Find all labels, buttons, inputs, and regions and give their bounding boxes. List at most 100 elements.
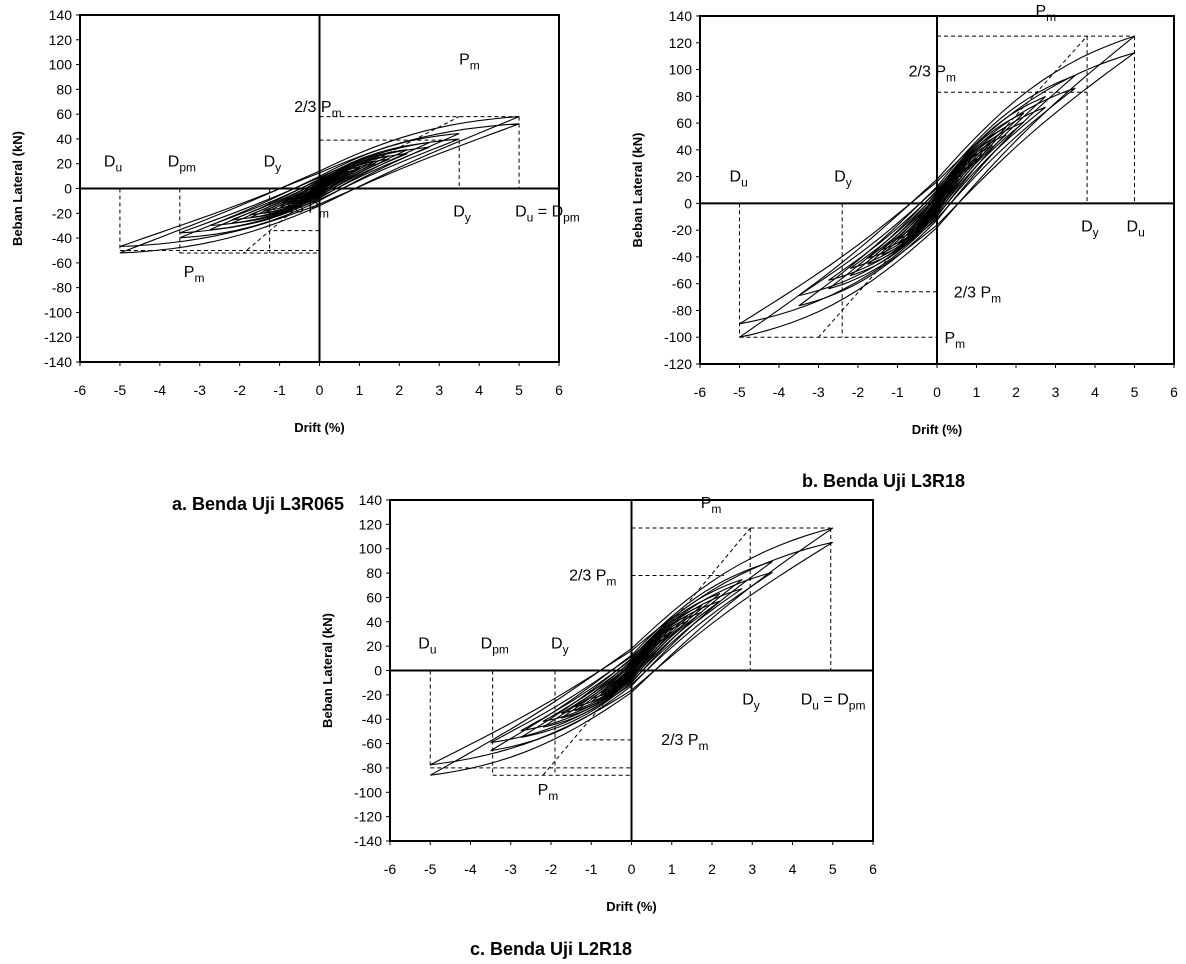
annotation-dy-pos: Dy <box>1081 218 1099 239</box>
x-tick-label: 6 <box>555 382 563 398</box>
y-tick-label: 0 <box>64 181 72 197</box>
y-tick-label: 140 <box>669 8 693 24</box>
x-tick-label: -2 <box>852 384 865 400</box>
y-tick-label: 140 <box>359 492 383 508</box>
hysteresis-loop-repeat <box>798 87 1076 297</box>
annotation-pm-pos: Pm <box>1036 3 1057 24</box>
hysteresis-loop <box>119 116 520 254</box>
y-tick-label: -60 <box>52 255 72 271</box>
annotation-dy-neg: Dy <box>834 168 852 189</box>
hysteresis-loop-repeat <box>231 153 408 221</box>
guide-line <box>631 527 751 671</box>
guide-line <box>542 670 632 776</box>
annotation-du-pos: Du = Dpm <box>801 692 866 713</box>
annotation-dy-neg: Dy <box>551 636 569 657</box>
x-axis-title: Drift (%) <box>294 420 345 435</box>
hysteresis-loop-repeat <box>249 158 390 216</box>
y-tick-label: 120 <box>49 32 73 48</box>
y-tick-label: -60 <box>672 276 692 292</box>
caption-chart-c: c. Benda Uji L2R18 <box>470 939 632 959</box>
x-tick-label: -3 <box>505 861 518 877</box>
annotation-dpm-neg: Dpm <box>168 154 196 175</box>
y-tick-label: -20 <box>672 222 692 238</box>
y-tick-label: -40 <box>52 230 72 246</box>
y-tick-label: -120 <box>354 809 382 825</box>
y-tick-label: 80 <box>366 565 382 581</box>
y-tick-label: -20 <box>52 205 72 221</box>
x-tick-label: 3 <box>435 382 443 398</box>
x-tick-label: 5 <box>1131 384 1139 400</box>
guide-line <box>936 35 1088 204</box>
x-tick-label: -2 <box>545 861 558 877</box>
x-tick-label: 0 <box>316 382 324 398</box>
annotation-pm-pos: Pm <box>701 495 722 516</box>
y-axis-title: Beban Lateral (kN) <box>10 131 25 246</box>
y-tick-label: 20 <box>366 638 382 654</box>
annotation-two-third-pos: 2/3 Pm <box>909 63 956 84</box>
x-tick-label: 6 <box>869 861 877 877</box>
x-tick-label: 2 <box>708 861 716 877</box>
annotation-du-neg: Du <box>730 168 748 189</box>
x-tick-label: -5 <box>733 384 746 400</box>
x-tick-label: 1 <box>668 861 676 877</box>
annotation-du-pos: Du <box>1127 218 1145 239</box>
y-tick-label: -120 <box>44 329 72 345</box>
annotation-dy-pos: Dy <box>742 692 760 713</box>
annotation-two-third-neg: 2/3 Pm <box>954 285 1001 306</box>
y-tick-label: -80 <box>52 280 72 296</box>
hysteresis-loop-repeat <box>209 146 430 227</box>
y-tick-label: -100 <box>664 329 692 345</box>
guide-line <box>319 116 460 189</box>
annotation-du-neg: Du <box>104 154 122 175</box>
hysteresis-loop <box>179 132 460 239</box>
y-tick-label: 140 <box>49 7 73 23</box>
caption-chart-b: b. Benda Uji L3R18 <box>802 471 965 491</box>
x-tick-label: -5 <box>114 382 127 398</box>
y-tick-label: 60 <box>56 106 72 122</box>
y-tick-label: 80 <box>676 88 692 104</box>
hysteresis-loop-repeat <box>490 571 773 744</box>
x-tick-label: -4 <box>773 384 786 400</box>
x-tick-label: 0 <box>933 384 941 400</box>
guide-line <box>818 203 938 338</box>
caption-chart-a: a. Benda Uji L3R065 <box>172 494 344 514</box>
annotation-du-neg: Du <box>418 636 436 657</box>
x-axis-title: Drift (%) <box>606 899 657 914</box>
hysteresis-loop-repeat <box>867 134 1007 259</box>
x-tick-label: -3 <box>812 384 825 400</box>
x-tick-label: 1 <box>356 382 364 398</box>
x-tick-label: -6 <box>384 861 397 877</box>
y-tick-label: -140 <box>44 354 72 370</box>
chart-l3r18: 140120100806040200-20-40-60-80-100-120-6… <box>630 3 1178 437</box>
hysteresis-loop-repeat <box>179 138 460 234</box>
annotation-two-third-neg: 2/3 Pm <box>282 200 329 221</box>
chart-l2r18: 140120100806040200-20-40-60-80-100-120-1… <box>320 492 877 914</box>
x-tick-label: 2 <box>395 382 403 398</box>
x-tick-label: 4 <box>1091 384 1099 400</box>
y-tick-label: -20 <box>362 687 382 703</box>
annotation-pm-neg: Pm <box>538 782 559 803</box>
hysteresis-loop-repeat <box>574 620 689 708</box>
annotation-pm-neg: Pm <box>945 330 966 351</box>
x-tick-label: -1 <box>273 382 286 398</box>
x-tick-label: 3 <box>748 861 756 877</box>
x-tick-label: -4 <box>154 382 167 398</box>
annotation-dy-neg: Dy <box>264 154 282 175</box>
chart-l3r065: 140120100806040200-20-40-60-80-100-120-1… <box>10 7 580 435</box>
y-axis-title: Beban Lateral (kN) <box>630 133 645 248</box>
y-tick-label: -60 <box>362 736 382 752</box>
x-tick-label: -4 <box>464 861 477 877</box>
annotation-dpm-neg: Dpm <box>481 636 509 657</box>
x-tick-label: -1 <box>585 861 598 877</box>
x-tick-label: -1 <box>891 384 904 400</box>
x-tick-label: 4 <box>789 861 797 877</box>
y-tick-label: 120 <box>669 35 693 51</box>
y-tick-label: -140 <box>354 833 382 849</box>
guide-line <box>243 188 320 254</box>
x-tick-label: 5 <box>515 382 523 398</box>
y-tick-label: -80 <box>362 760 382 776</box>
annotation-two-third-pos: 2/3 Pm <box>294 99 341 120</box>
annotation-dy-pos: Dy <box>453 204 471 225</box>
annotation-du-pos: Du = Dpm <box>515 204 580 225</box>
